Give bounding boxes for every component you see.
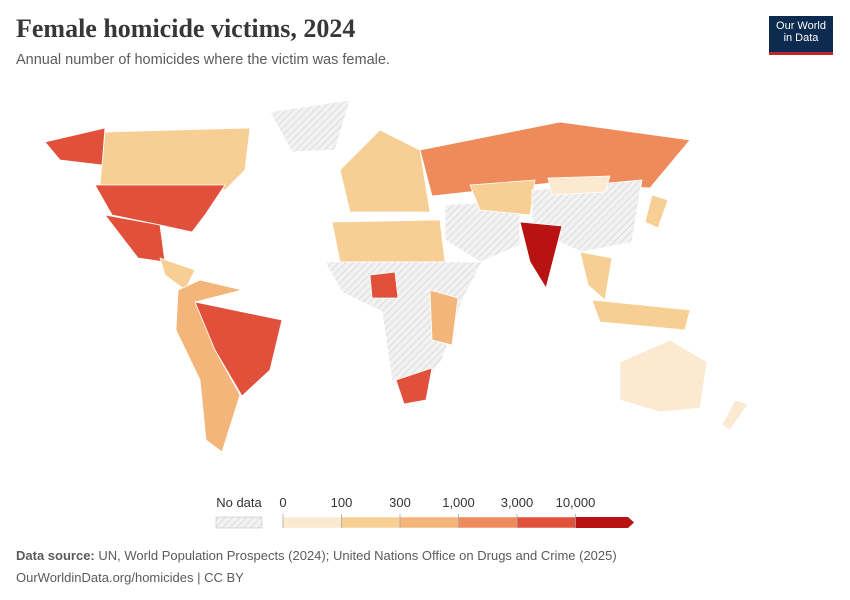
legend-swatch bbox=[516, 516, 576, 529]
legend-tick-label: 300 bbox=[389, 495, 411, 510]
indonesia bbox=[591, 299, 691, 331]
legend-tick-label: 1,000 bbox=[442, 495, 475, 510]
brazil bbox=[194, 301, 283, 397]
canada bbox=[99, 127, 251, 191]
legend-tick-label: 0 bbox=[279, 495, 286, 510]
east-africa bbox=[429, 289, 459, 346]
mongolia bbox=[547, 175, 611, 196]
legend-tick-label: 10,000 bbox=[556, 495, 596, 510]
south-africa bbox=[395, 367, 433, 405]
new-zealand bbox=[721, 399, 749, 431]
legend-swatch bbox=[399, 516, 459, 529]
url: OurWorldinData.org/homicides | CC BY bbox=[16, 570, 244, 585]
legend-tick-label: 3,000 bbox=[501, 495, 534, 510]
greenland bbox=[269, 99, 351, 153]
nigeria bbox=[369, 271, 399, 299]
alaska bbox=[44, 127, 106, 166]
japan bbox=[644, 194, 669, 229]
logo-line: in Data bbox=[783, 32, 819, 44]
legend: No data 0 100 300 1,000 3,000 10,000 bbox=[215, 495, 634, 529]
australia bbox=[619, 339, 708, 413]
source-text: UN, World Population Prospects (2024); U… bbox=[98, 548, 617, 563]
southeast-asia bbox=[579, 251, 613, 301]
title: Female homicide victims, 2024 bbox=[16, 14, 356, 43]
logo: Our World in Data bbox=[769, 16, 833, 55]
countries bbox=[44, 99, 749, 453]
usa bbox=[94, 184, 226, 233]
central-asia bbox=[469, 179, 536, 216]
legend-swatch bbox=[575, 517, 634, 528]
legend-swatch bbox=[341, 516, 401, 529]
legend-swatch bbox=[458, 516, 518, 529]
legend-swatch bbox=[282, 516, 342, 529]
logo-line: Our World bbox=[776, 20, 826, 32]
no-data-swatch bbox=[215, 516, 263, 529]
russia bbox=[419, 121, 691, 197]
europe bbox=[339, 129, 431, 213]
no-data-label: No data bbox=[216, 495, 262, 510]
subtitle: Annual number of homicides where the vic… bbox=[16, 52, 390, 68]
source: Data source: UN, World Population Prospe… bbox=[16, 548, 617, 563]
south-america bbox=[175, 279, 243, 453]
north-africa bbox=[331, 219, 446, 263]
source-label: Data source: bbox=[16, 548, 95, 563]
legend-tick-label: 100 bbox=[331, 495, 353, 510]
india bbox=[519, 221, 563, 290]
